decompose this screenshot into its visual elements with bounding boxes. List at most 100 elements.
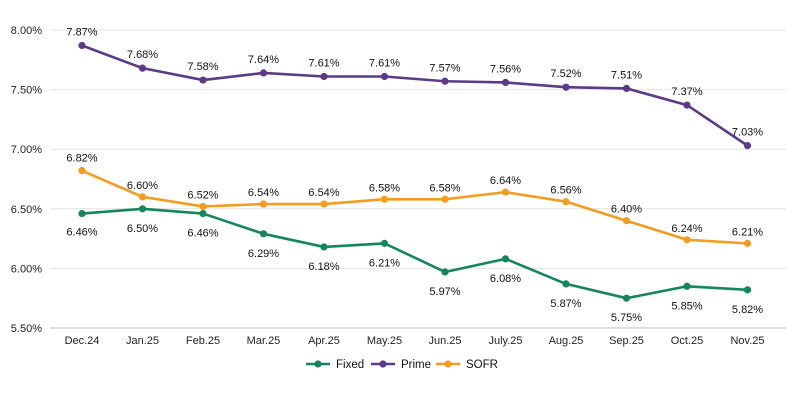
data-label-fixed: 5.97% <box>429 286 460 298</box>
legend-item-prime: Prime <box>371 359 431 371</box>
data-label-fixed: 5.87% <box>550 298 581 310</box>
data-label-prime: 7.56% <box>490 63 521 75</box>
data-point-fixed <box>138 205 147 213</box>
data-point-prime <box>743 142 752 150</box>
data-label-prime: 7.52% <box>550 68 581 80</box>
x-tick-label: May.25 <box>367 335 402 347</box>
data-point-fixed <box>501 255 510 263</box>
data-point-sofr <box>622 217 631 225</box>
data-point-prime <box>441 77 449 85</box>
x-tick-label: July.25 <box>488 335 522 347</box>
data-point-sofr <box>562 198 570 206</box>
data-point-sofr <box>199 202 207 211</box>
data-point-prime <box>562 83 570 91</box>
data-point-sofr <box>683 236 691 244</box>
data-label-sofr: 6.58% <box>369 182 400 194</box>
data-label-fixed: 5.85% <box>671 300 702 312</box>
data-point-sofr <box>138 193 147 201</box>
data-point-sofr <box>259 200 268 208</box>
data-point-sofr <box>743 239 752 247</box>
legend-item-sofr: SOFR <box>436 359 498 371</box>
legend-swatch-marker <box>444 360 452 368</box>
x-tick-label: Feb.25 <box>186 335 220 347</box>
data-point-prime <box>380 72 389 81</box>
data-point-fixed <box>683 282 691 290</box>
x-tick-label: Jun.25 <box>428 335 461 347</box>
y-tick-label: 6.50% <box>11 204 42 216</box>
data-label-prime: 7.37% <box>671 86 702 98</box>
data-point-prime <box>501 78 510 87</box>
data-label-prime: 7.64% <box>248 54 279 66</box>
data-label-fixed: 6.21% <box>369 257 400 269</box>
data-point-fixed <box>622 294 631 302</box>
x-tick-label: Jan.25 <box>126 335 159 347</box>
data-point-prime <box>683 101 691 109</box>
y-tick-label: 8.00% <box>11 25 42 37</box>
data-label-fixed: 5.82% <box>732 304 763 316</box>
legend-label: SOFR <box>466 359 498 371</box>
data-label-prime: 7.68% <box>127 49 158 61</box>
data-label-prime: 7.57% <box>429 62 460 74</box>
data-point-sofr <box>501 188 510 196</box>
axes: 5.50% 6.00% 6.50% 7.00% 7.50% 8.00% Dec.24 Jan.… <box>11 25 765 347</box>
y-tick-label: 7.00% <box>11 144 42 156</box>
data-point-prime <box>138 64 147 72</box>
data-label-prime: 7.03% <box>732 127 763 139</box>
legend: Fixed Prime SOFR <box>306 359 498 371</box>
series-line-prime <box>80 44 749 147</box>
series-line-sofr <box>80 169 749 245</box>
data-label-sofr: 6.24% <box>671 223 702 235</box>
data-label-fixed: 6.29% <box>248 248 279 260</box>
data-point-sofr <box>441 195 449 203</box>
data-label-prime: 7.87% <box>66 26 97 38</box>
data-point-fixed <box>441 268 449 276</box>
x-tick-label: Dec.24 <box>65 335 100 347</box>
grid-lines <box>50 29 786 329</box>
x-tick-label: Sep.25 <box>609 335 644 347</box>
data-label-sofr: 6.40% <box>611 204 642 216</box>
data-label-fixed: 6.18% <box>308 261 339 273</box>
data-label-sofr: 6.64% <box>490 175 521 187</box>
y-tick-label: 5.50% <box>11 323 42 335</box>
data-point-prime <box>320 72 328 81</box>
data-label-sofr: 6.82% <box>66 153 97 165</box>
data-label-fixed: 6.08% <box>490 273 521 285</box>
y-tick-label: 7.50% <box>11 85 42 97</box>
data-label-prime: 7.61% <box>369 57 400 69</box>
data-point-prime <box>622 84 631 93</box>
data-label-sofr: 6.54% <box>248 187 279 199</box>
x-tick-label: Nov.25 <box>730 335 764 347</box>
data-point-sofr <box>78 167 86 175</box>
legend-label: Prime <box>401 359 431 371</box>
data-point-prime <box>199 76 207 84</box>
data-label-fixed: 6.50% <box>127 223 158 235</box>
x-tick-label: Apr.25 <box>308 335 340 347</box>
data-label-fixed: 6.46% <box>187 228 218 240</box>
data-point-fixed <box>562 280 570 288</box>
data-point-fixed <box>743 286 752 294</box>
data-labels: 6.46% 6.50% 6.46% 6.29% 6.18% 6.21% 5.97% 6.08%… <box>66 26 763 324</box>
data-label-sofr: 6.21% <box>732 226 763 238</box>
data-point-sofr <box>320 200 328 208</box>
data-label-sofr: 6.54% <box>308 187 339 199</box>
data-label-prime: 7.61% <box>308 57 339 69</box>
data-point-fixed <box>320 243 328 251</box>
data-point-fixed <box>199 209 207 218</box>
legend-swatch-marker <box>314 360 322 368</box>
data-point-fixed <box>259 230 268 238</box>
data-label-prime: 7.51% <box>611 69 642 81</box>
legend-item-fixed: Fixed <box>306 359 364 371</box>
x-tick-label: Mar.25 <box>247 335 281 347</box>
data-point-prime <box>259 69 268 77</box>
series-line-fixed <box>80 207 749 300</box>
data-label-fixed: 5.75% <box>611 312 642 324</box>
legend-swatch-marker <box>379 360 387 368</box>
data-label-prime: 7.58% <box>187 61 218 73</box>
data-label-sofr: 6.58% <box>429 182 460 194</box>
series-lines <box>78 41 752 302</box>
y-tick-label: 6.00% <box>11 263 42 275</box>
data-label-sofr: 6.60% <box>127 180 158 192</box>
data-label-fixed: 6.46% <box>66 227 97 239</box>
